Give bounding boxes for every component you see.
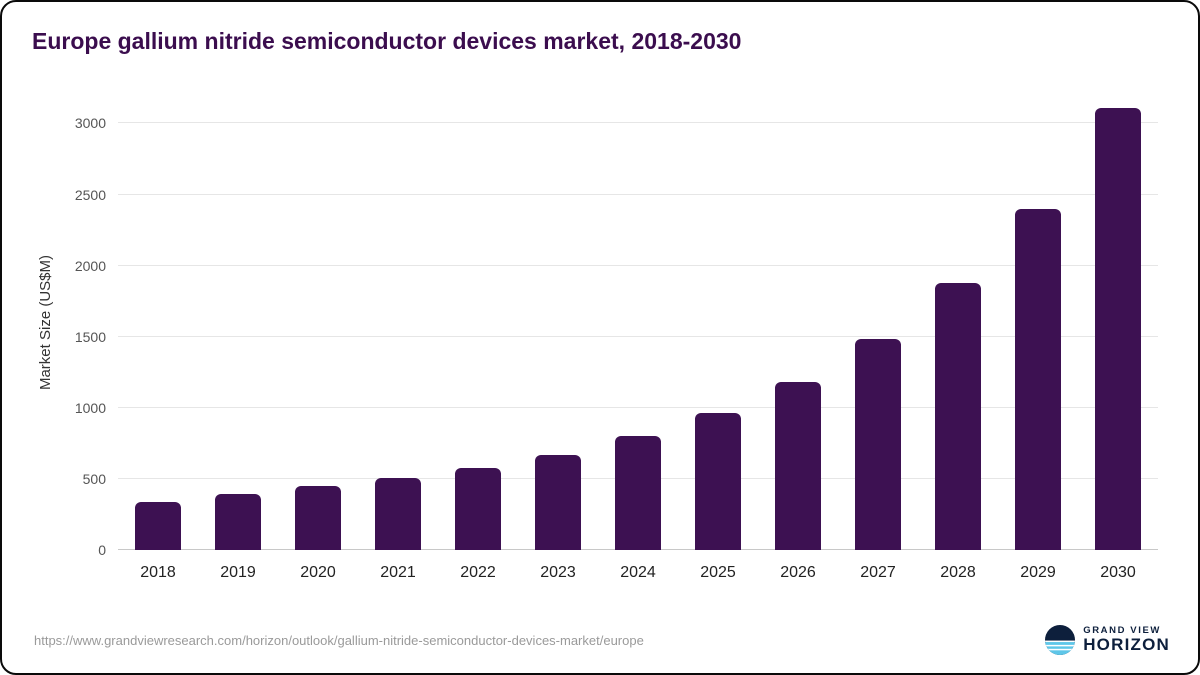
bar-slot <box>438 468 518 550</box>
x-tick-label: 2029 <box>1020 564 1056 581</box>
x-tick-label: 2027 <box>860 564 896 581</box>
logo-text-horizon: HORIZON <box>1083 635 1170 655</box>
y-tick-label: 2000 <box>74 257 106 274</box>
gridline <box>118 193 1158 195</box>
y-tick-label: 2500 <box>74 186 106 203</box>
bar-slot <box>678 412 758 550</box>
bar-slot <box>118 501 198 550</box>
bar-slot <box>998 208 1078 550</box>
logo-text-grand-view: GRAND VIEW <box>1083 625 1161 637</box>
y-tick-label: 1500 <box>74 328 106 345</box>
bar-slot <box>598 436 678 550</box>
x-tick-label: 2023 <box>540 564 576 581</box>
y-tick-label: 500 <box>82 470 106 487</box>
bar-2021 <box>375 478 421 550</box>
bars <box>118 95 1158 550</box>
bar-slot <box>838 338 918 550</box>
source-url: https://www.grandviewresearch.com/horizo… <box>34 632 644 648</box>
gridline <box>118 264 1158 266</box>
chart-title: Europe gallium nitride semiconductor dev… <box>32 28 742 54</box>
x-tick-label: 2022 <box>460 564 496 581</box>
x-tick-label: 2021 <box>380 564 416 581</box>
bar-2020 <box>295 486 341 550</box>
horizon-logo-icon <box>1045 625 1076 655</box>
y-tick-label: 3000 <box>74 115 106 132</box>
gridline <box>118 406 1158 408</box>
x-tick-label: 2024 <box>620 564 656 581</box>
gridline <box>118 122 1158 124</box>
y-axis-ticks: 0 500 1000 1500 2000 2500 3000 <box>62 95 118 558</box>
gridline <box>118 335 1158 337</box>
bar-slot <box>1078 107 1158 550</box>
bar-2025 <box>695 412 741 550</box>
bar-slot <box>278 486 358 550</box>
x-tick-label: 2026 <box>780 564 816 581</box>
bar-slot <box>358 478 438 550</box>
y-tick-label: 1000 <box>74 399 106 416</box>
x-tick-label: 2030 <box>1100 564 1136 581</box>
x-tick-label: 2018 <box>140 564 176 581</box>
bar-slot <box>198 493 278 550</box>
bar-slot <box>518 454 598 550</box>
y-axis-title-cell: Market Size (US$M) <box>28 95 62 550</box>
bar-slot <box>758 381 838 550</box>
bar-2024 <box>615 436 661 550</box>
y-axis-title: Market Size (US$M) <box>36 254 54 391</box>
x-tick-label: 2020 <box>300 564 336 581</box>
bar-2022 <box>455 468 501 550</box>
y-tick-label: 0 <box>98 542 106 558</box>
grand-view-horizon-logo: GRAND VIEW HORIZON <box>1045 625 1170 655</box>
bar-2026 <box>775 381 821 550</box>
bar-slot <box>918 283 998 550</box>
bar-2028 <box>935 283 981 550</box>
bar-2023 <box>535 454 581 550</box>
bar-2019 <box>215 493 261 550</box>
logo-text: GRAND VIEW HORIZON <box>1083 626 1170 654</box>
bar-2018 <box>135 501 181 550</box>
bar-2027 <box>855 338 901 550</box>
x-tick-label: 2025 <box>700 564 736 581</box>
bar-2029 <box>1015 208 1061 550</box>
chart: Market Size (US$M) 0 500 1000 1500 2000 2500 3… <box>28 95 1158 582</box>
x-tick-label: 2019 <box>220 564 256 581</box>
footer: https://www.grandviewresearch.com/horizo… <box>34 625 1170 655</box>
plot-area <box>118 95 1158 550</box>
x-axis-labels: 2018 2019 2020 2021 2022 2023 2024 2025 2026 2027… <box>118 550 1158 582</box>
x-tick-label: 2028 <box>940 564 976 581</box>
bar-2030 <box>1095 107 1141 550</box>
